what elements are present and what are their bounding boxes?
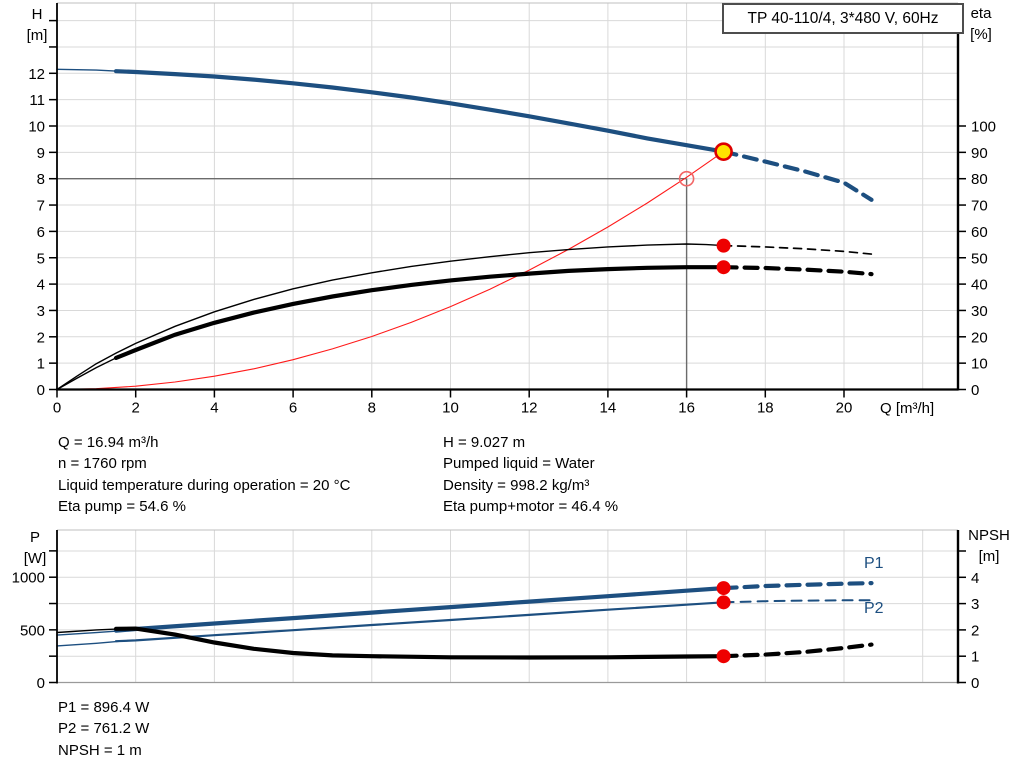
x-tick-label: 2: [132, 400, 140, 417]
h-axis-unit-label: H [m]: [26, 6, 48, 44]
left-tick-label: 8: [37, 171, 45, 188]
duty-result-dot: [716, 595, 731, 610]
x-tick-label: 14: [600, 400, 617, 417]
right-tick-label: 1: [971, 649, 979, 666]
x-tick-label: 8: [368, 400, 376, 417]
x-tick-label: 10: [442, 400, 459, 417]
pump-title-box: TP 40-110/4, 3*480 V, 60Hz: [722, 3, 964, 34]
right-tick-label: 80: [971, 171, 988, 188]
info-line: P1 = 896.4 W: [58, 699, 150, 716]
left-tick-label: 4: [37, 277, 45, 294]
npsh-curve-thick: [113, 626, 726, 660]
p1-curve-thick: [113, 585, 726, 633]
operating-point-info-left: Q = 16.94 m³/h n = 1760 rpm Liquid tempe…: [58, 432, 350, 517]
eta-axis-unit-label: eta [%]: [970, 5, 992, 43]
x-tick-label: 16: [678, 400, 695, 417]
p2-curve-label: P2: [864, 600, 884, 617]
right-tick-label: 20: [971, 329, 988, 346]
left-tick-label: 6: [37, 224, 45, 241]
eta-pump-thin: [56, 243, 725, 391]
left-tick-label: 9: [37, 145, 45, 162]
p1-curve-thick-dashed: [721, 580, 874, 591]
right-tick-label: 30: [971, 303, 988, 320]
right-tick-label: 10: [971, 356, 988, 373]
right-tick-label: 4: [971, 570, 979, 587]
head-curve-thick-dashed: [721, 149, 874, 202]
duty-result-dot: [716, 581, 731, 596]
info-line: Pumped liquid = Water: [443, 455, 595, 473]
duty-result-dot: [716, 260, 731, 275]
p-axis-unit-label: P [W]: [23, 529, 47, 567]
x-tick-label: 12: [521, 400, 538, 417]
right-tick-label: 50: [971, 250, 988, 267]
right-tick-label: 2: [971, 622, 979, 639]
right-tick-label: 0: [971, 382, 979, 399]
p2-curve-med: [114, 601, 725, 643]
x-tick-label: 20: [836, 400, 853, 417]
right-tick-label: 0: [971, 675, 979, 692]
x-tick-label: 0: [53, 400, 61, 417]
power-npsh-info: P1 = 896.4 W P2 = 761.2 W NPSH = 1 m: [58, 697, 149, 761]
info-line: NPSH = 1 m: [58, 741, 142, 759]
left-tick-label: 2: [37, 329, 45, 346]
left-tick-label: 1000: [12, 570, 45, 587]
right-tick-label: 90: [971, 145, 988, 162]
p1-curve-label: P1: [864, 555, 884, 572]
x-tick-label: 4: [210, 400, 218, 417]
left-tick-label: 1: [37, 356, 45, 373]
info-line: n = 1760 rpm: [58, 455, 147, 473]
right-tick-label: 40: [971, 277, 988, 294]
left-tick-label: 12: [28, 66, 45, 83]
right-tick-label: 70: [971, 198, 988, 215]
right-tick-label: 3: [971, 596, 979, 613]
duty-point-marker: [678, 170, 695, 187]
info-line: P2 = 761.2 W: [58, 720, 150, 738]
left-tick-label: 3: [37, 303, 45, 320]
info-line: Liquid temperature during operation = 20…: [58, 476, 351, 494]
x-tick-label: 6: [289, 400, 297, 417]
info-line: Density = 998.2 kg/m³: [443, 476, 590, 494]
info-line: H = 9.027 m: [443, 434, 526, 451]
duty-result-dot: [716, 649, 731, 664]
eta-pump-motor-thick-dashed: [721, 265, 874, 277]
head-curve-thick: [113, 69, 726, 154]
left-tick-label: 10: [28, 119, 45, 136]
left-tick-label: 0: [37, 675, 45, 692]
eta-pump-motor-thin: [56, 351, 129, 391]
info-line: Eta pump = 54.6 %: [58, 497, 186, 515]
p2-curve-med-dashed: [722, 599, 873, 604]
eta-pump-thin-dashed: [722, 244, 873, 255]
right-tick-label: 60: [971, 224, 988, 241]
right-tick-label: 100: [971, 119, 996, 136]
info-line: Q = 16.94 m³/h: [58, 434, 159, 451]
duty-result-dot: [716, 238, 731, 253]
npsh-axis-unit-label: NPSH [m]: [968, 527, 1010, 565]
info-line: Eta pump+motor = 46.4 %: [443, 497, 619, 515]
eta-pump-motor-thick: [113, 265, 726, 360]
left-tick-label: 5: [37, 250, 45, 267]
left-tick-label: 11: [29, 92, 45, 109]
left-tick-label: 7: [37, 198, 45, 215]
pump-title: TP 40-110/4, 3*480 V, 60Hz: [747, 9, 939, 27]
left-tick-label: 0: [37, 382, 45, 399]
system-curve-hairline: [56, 151, 725, 391]
left-tick-label: 500: [20, 622, 45, 639]
npsh-curve-thick-dashed: [721, 642, 874, 659]
operating-point-marker: [714, 142, 733, 161]
x-tick-label: 18: [757, 400, 774, 417]
q-axis-unit-label: Q [m³/h]: [880, 400, 935, 417]
operating-point-info-right: H = 9.027 m Pumped liquid = Water Densit…: [443, 432, 618, 517]
